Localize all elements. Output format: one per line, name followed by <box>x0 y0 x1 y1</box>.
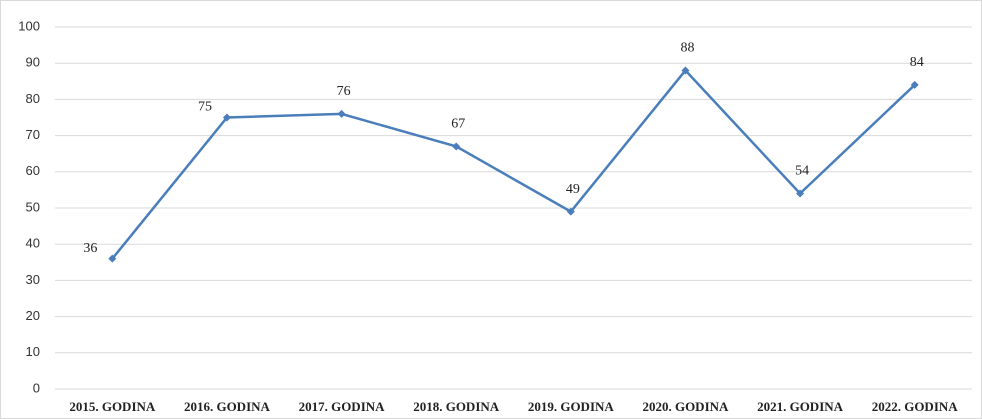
y-tick-label: 90 <box>26 55 40 70</box>
data-label: 84 <box>910 55 924 70</box>
y-tick-label: 100 <box>18 18 40 33</box>
y-tick-label: 40 <box>26 236 40 251</box>
x-tick-label: 2022. GODINA <box>872 399 959 414</box>
y-tick-label: 10 <box>26 344 40 359</box>
y-tick-label: 80 <box>26 91 40 106</box>
marker <box>108 254 117 263</box>
data-label: 54 <box>795 164 809 179</box>
marker <box>910 80 919 89</box>
data-label: 88 <box>680 41 694 56</box>
x-tick-label: 2017. GODINA <box>299 399 386 414</box>
data-label: 67 <box>451 117 465 132</box>
marker <box>796 189 805 198</box>
y-tick-label: 20 <box>26 308 40 323</box>
y-tick-label: 0 <box>33 380 40 395</box>
y-tick-label: 50 <box>26 199 40 214</box>
line <box>111 68 916 260</box>
x-tick-label: 2020. GODINA <box>642 399 729 414</box>
x-tick-label: 2021. GODINA <box>757 399 844 414</box>
x-tick-label: 2018. GODINA <box>413 399 500 414</box>
data-label: 49 <box>566 182 580 197</box>
y-tick-label: 30 <box>26 272 40 287</box>
y-tick-label: 60 <box>26 163 40 178</box>
x-tick-label: 2015. GODINA <box>69 399 156 414</box>
marker <box>337 109 346 118</box>
marker <box>452 142 461 151</box>
marker <box>566 207 575 216</box>
x-tick-label: 2016. GODINA <box>184 399 271 414</box>
marker <box>222 113 231 122</box>
data-label: 36 <box>83 241 97 256</box>
data-label: 75 <box>198 100 212 115</box>
x-tick-label: 2019. GODINA <box>528 399 615 414</box>
data-label: 76 <box>337 84 351 99</box>
marker <box>681 66 690 75</box>
y-tick-label: 70 <box>26 127 40 142</box>
